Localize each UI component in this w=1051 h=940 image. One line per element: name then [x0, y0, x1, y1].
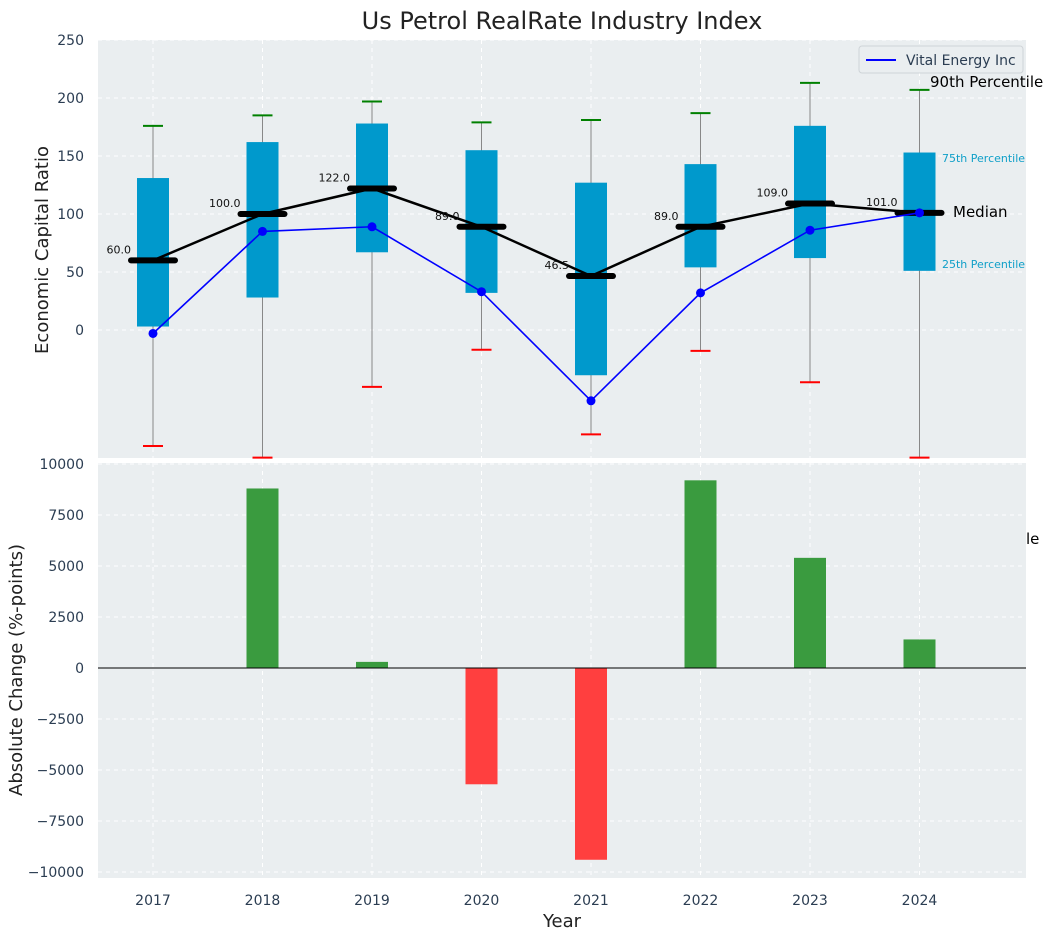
legend: Vital Energy Inc: [858, 45, 1024, 74]
bottom-y-tick-label: 10000: [39, 457, 84, 473]
x-tick-label: 2017: [135, 893, 171, 909]
median-value-label: 122.0: [319, 171, 351, 184]
median-value-label: 101.0: [866, 196, 898, 209]
median-marks: [128, 185, 945, 280]
change-bar-2024: [903, 639, 936, 668]
bottom-y-tick-label: 5000: [48, 559, 84, 575]
top-panel-background: [98, 40, 1026, 458]
legend-box: [858, 45, 1024, 74]
bottom-y-tick-label: 7500: [48, 508, 84, 524]
x-tick-label: 2022: [683, 893, 719, 909]
x-tick-label: 2018: [245, 893, 281, 909]
top-y-tick-label: 250: [57, 33, 84, 49]
clipped-annotation: le: [1026, 530, 1039, 548]
legend-label: Vital Energy Inc: [906, 53, 1016, 69]
median-trend-line: [152, 187, 920, 278]
box-2020: [465, 150, 498, 293]
median-value-label: 100.0: [209, 197, 241, 210]
x-tick-label: 2019: [354, 893, 390, 909]
median-value-label: 109.0: [757, 187, 789, 200]
bottom-y-tick-label: −10000: [28, 865, 84, 881]
x-tick-label: 2023: [792, 893, 828, 909]
x-axis-label: Year: [542, 911, 582, 932]
company-point-2024: [915, 208, 924, 218]
company-series: [148, 208, 924, 406]
change-bar-2019: [356, 661, 388, 668]
q1-annotation: 25th Percentile: [942, 258, 1025, 271]
company-point-2018: [258, 226, 267, 236]
top-y-tick-label: 0: [75, 323, 84, 339]
chart-title: Us Petrol RealRate Industry Index: [362, 7, 763, 35]
company-point-2022: [696, 288, 705, 298]
p90-annotation: 90th Percentile: [930, 73, 1043, 91]
bottom-y-tick-label: 0: [75, 661, 84, 677]
box-2022: [684, 164, 717, 268]
company-point-2017: [148, 328, 158, 338]
bottom-y-tick-label: −2500: [37, 712, 84, 728]
company-point-2021: [586, 396, 596, 406]
top-y-tick-label: 100: [57, 207, 84, 223]
x-ticks: 2017 2018 2019 2020 2021 2022 2023 2024: [135, 893, 937, 909]
top-y-tick-label: 150: [57, 149, 84, 165]
x-tick-label: 2021: [573, 893, 609, 909]
top-y-tick-label: 200: [57, 91, 84, 107]
top-y-tick-label: 50: [66, 265, 84, 281]
bottom-y-axis-label: Absolute Change (%-points): [6, 544, 27, 796]
bottom-y-tick-label: −7500: [37, 814, 84, 830]
change-bar-2018: [246, 488, 279, 668]
company-point-2019: [367, 222, 377, 232]
change-bar-2023: [794, 557, 826, 668]
median-labels: 60.0 100.0 122.0 89.0 46.5 89.0 109.0 101.0: [107, 171, 898, 272]
x-tick-label: 2020: [464, 893, 500, 909]
change-bar-2021: [575, 668, 607, 860]
median-value-label: 89.0: [435, 210, 460, 223]
company-point-2020: [477, 287, 486, 297]
company-point-2023: [805, 225, 815, 235]
box-2017: [137, 178, 169, 327]
bottom-y-tick-label: −5000: [37, 763, 84, 779]
change-bars: [246, 480, 936, 860]
top-y-axis-label: Economic Capital Ratio: [32, 146, 53, 354]
median-value-label: 46.5: [545, 259, 570, 272]
median-annotation: Median: [953, 203, 1008, 221]
median-value-label: 60.0: [107, 243, 132, 256]
change-bar-2022: [684, 480, 717, 668]
bottom-y-tick-label: 2500: [48, 610, 84, 626]
top-y-ticks: 250 200 150 100 50 0: [57, 33, 84, 339]
bottom-panel-background: [98, 463, 1026, 878]
change-bar-2020: [465, 668, 498, 785]
median-value-label: 89.0: [654, 210, 679, 223]
bottom-y-ticks: 10000 7500 5000 2500 0 −2500 −5000 −7500 −10000: [28, 457, 84, 881]
x-tick-label: 2024: [902, 893, 938, 909]
company-line: [152, 212, 920, 402]
q3-annotation: 75th Percentile: [942, 152, 1025, 165]
box-2023: [794, 125, 826, 259]
